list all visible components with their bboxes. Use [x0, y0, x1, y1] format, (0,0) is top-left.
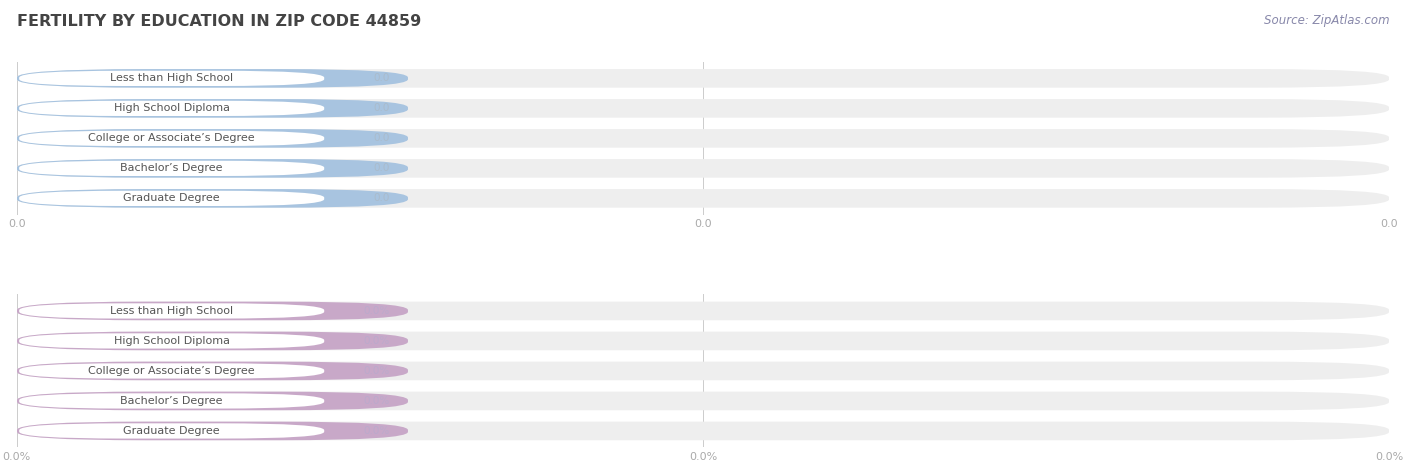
FancyBboxPatch shape [20, 101, 325, 116]
FancyBboxPatch shape [17, 392, 408, 410]
Text: Less than High School: Less than High School [110, 73, 233, 83]
Text: 0.0: 0.0 [374, 73, 389, 83]
Text: 0.0%: 0.0% [363, 366, 389, 376]
FancyBboxPatch shape [17, 99, 1389, 118]
Text: 0.0%: 0.0% [363, 306, 389, 316]
FancyBboxPatch shape [20, 303, 325, 318]
FancyBboxPatch shape [17, 392, 1389, 410]
Text: 0.0: 0.0 [374, 193, 389, 203]
FancyBboxPatch shape [17, 422, 1389, 440]
Text: Bachelor’s Degree: Bachelor’s Degree [121, 163, 224, 173]
FancyBboxPatch shape [17, 129, 1389, 148]
FancyBboxPatch shape [17, 302, 1389, 320]
Text: 0.0%: 0.0% [363, 336, 389, 346]
FancyBboxPatch shape [20, 131, 325, 146]
Text: 0.0: 0.0 [374, 163, 389, 173]
Text: Graduate Degree: Graduate Degree [124, 426, 219, 436]
Text: 0.0%: 0.0% [363, 396, 389, 406]
Text: High School Diploma: High School Diploma [114, 103, 229, 113]
FancyBboxPatch shape [17, 159, 1389, 178]
Text: Source: ZipAtlas.com: Source: ZipAtlas.com [1264, 14, 1389, 27]
FancyBboxPatch shape [20, 71, 325, 86]
FancyBboxPatch shape [17, 129, 408, 148]
FancyBboxPatch shape [17, 332, 1389, 350]
FancyBboxPatch shape [17, 302, 408, 320]
Text: College or Associate’s Degree: College or Associate’s Degree [89, 133, 254, 143]
Text: 0.0: 0.0 [374, 103, 389, 113]
Text: 0.0: 0.0 [374, 133, 389, 143]
Text: Graduate Degree: Graduate Degree [124, 193, 219, 203]
FancyBboxPatch shape [17, 99, 408, 118]
FancyBboxPatch shape [20, 191, 325, 206]
FancyBboxPatch shape [20, 363, 325, 378]
FancyBboxPatch shape [17, 189, 1389, 208]
FancyBboxPatch shape [17, 362, 408, 380]
FancyBboxPatch shape [20, 393, 325, 408]
Text: Less than High School: Less than High School [110, 306, 233, 316]
FancyBboxPatch shape [20, 161, 325, 176]
Text: Bachelor’s Degree: Bachelor’s Degree [121, 396, 224, 406]
FancyBboxPatch shape [20, 423, 325, 438]
Text: College or Associate’s Degree: College or Associate’s Degree [89, 366, 254, 376]
FancyBboxPatch shape [17, 422, 408, 440]
FancyBboxPatch shape [17, 189, 408, 208]
FancyBboxPatch shape [17, 159, 408, 178]
FancyBboxPatch shape [17, 332, 408, 350]
Text: 0.0%: 0.0% [363, 426, 389, 436]
Text: FERTILITY BY EDUCATION IN ZIP CODE 44859: FERTILITY BY EDUCATION IN ZIP CODE 44859 [17, 14, 422, 30]
FancyBboxPatch shape [17, 362, 1389, 380]
Text: High School Diploma: High School Diploma [114, 336, 229, 346]
FancyBboxPatch shape [17, 69, 408, 88]
FancyBboxPatch shape [17, 69, 1389, 88]
FancyBboxPatch shape [20, 333, 325, 348]
